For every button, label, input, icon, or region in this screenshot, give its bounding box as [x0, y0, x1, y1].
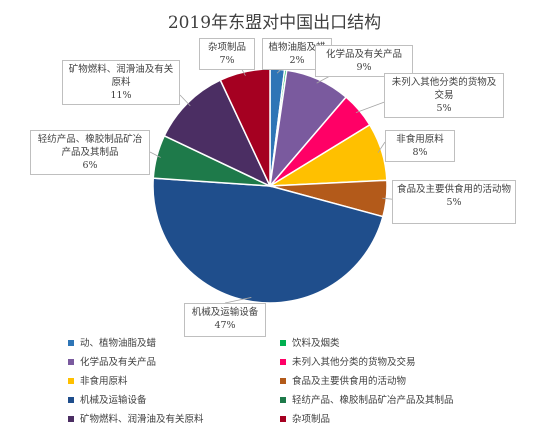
slice-percent: 11%: [110, 90, 132, 101]
slice-label: 轻纺产品、橡胶制品矿冶产品及其制品: [37, 134, 143, 158]
legend-swatch: [68, 377, 74, 384]
slice-label: 化学品及有关产品: [325, 49, 402, 60]
slice-callout: 机械及运输设备 47%: [184, 303, 266, 337]
legend-swatch: [280, 415, 286, 422]
leader-line: [377, 141, 386, 153]
slice-percent: 5%: [446, 197, 462, 208]
legend-label: 未列入其他分类的货物及交易: [292, 357, 416, 368]
slice-percent: 9%: [356, 62, 372, 73]
legend-label: 杂项制品: [292, 414, 331, 425]
legend-label: 机械及运输设备: [80, 395, 147, 406]
slice-label: 非食用原料: [396, 134, 444, 145]
pie-slice: [152, 177, 384, 304]
slice-callout: 化学品及有关产品 9%: [315, 45, 413, 77]
slice-percent: 5%: [436, 103, 452, 114]
slice-label: 食品及主要供食用的活动物: [396, 184, 511, 195]
slice-callout: 轻纺产品、橡胶制品矿冶产品及其制品 6%: [30, 130, 150, 175]
slice-percent: 8%: [412, 147, 428, 158]
legend-label: 饮料及烟类: [292, 338, 340, 349]
slice-percent: 2%: [289, 55, 305, 66]
leader-line: [149, 151, 161, 158]
slice-callout: 食品及主要供食用的活动物 5%: [392, 180, 516, 224]
legend-swatch: [68, 415, 74, 422]
legend-label: 非食用原料: [80, 376, 128, 387]
legend-item: 杂项制品: [280, 413, 330, 427]
legend-swatch: [280, 358, 286, 365]
legend-item: 轻纺产品、橡胶制品矿冶产品及其制品: [280, 394, 454, 408]
legend-item: 机械及运输设备: [68, 394, 147, 408]
slice-label: 机械及运输设备: [191, 307, 259, 318]
legend-label: 轻纺产品、橡胶制品矿冶产品及其制品: [292, 395, 454, 406]
legend-swatch: [280, 339, 286, 346]
legend-swatch: [68, 339, 74, 346]
legend-swatch: [68, 358, 74, 365]
slice-callout: 未列入其他分类的货物及交易 5%: [384, 73, 504, 118]
legend-item: 化学品及有关产品: [68, 356, 156, 370]
legend-swatch: [280, 396, 286, 403]
slice-percent: 47%: [214, 320, 236, 331]
legend-label: 食品及主要供食用的活动物: [292, 376, 407, 387]
legend-label: 矿物燃料、润滑油及有关原料: [80, 414, 204, 425]
leader-line: [224, 297, 252, 304]
legend-label: 化学品及有关产品: [80, 357, 157, 368]
slice-label: 矿物燃料、润滑油及有关原料: [68, 64, 174, 88]
slice-label: 植物油脂及蜡: [268, 42, 326, 53]
slice-percent: 6%: [82, 160, 98, 171]
legend-item: 饮料及烟类: [280, 337, 340, 351]
slice-callout: 矿物燃料、润滑油及有关原料 11%: [62, 60, 180, 105]
legend-item: 动、植物油脂及蜡: [68, 337, 156, 351]
chart-title: 2019年东盟对中国出口结构: [167, 13, 382, 33]
legend-item: 未列入其他分类的货物及交易: [280, 356, 416, 370]
slice-label: 杂项制品: [207, 42, 246, 53]
legend-item: 食品及主要供食用的活动物: [280, 375, 406, 389]
legend-swatch: [280, 377, 286, 384]
leader-line: [179, 94, 191, 107]
legend-swatch: [68, 396, 74, 403]
slice-percent: 7%: [219, 55, 235, 66]
slice-callout: 非食用原料 8%: [385, 130, 455, 162]
legend-item: 矿物燃料、润滑油及有关原料: [68, 413, 204, 427]
legend-item: 非食用原料: [68, 375, 128, 389]
slice-label: 未列入其他分类的货物及交易: [391, 77, 497, 101]
slice-callout: 杂项制品 7%: [199, 38, 255, 70]
legend-label: 动、植物油脂及蜡: [80, 338, 157, 349]
